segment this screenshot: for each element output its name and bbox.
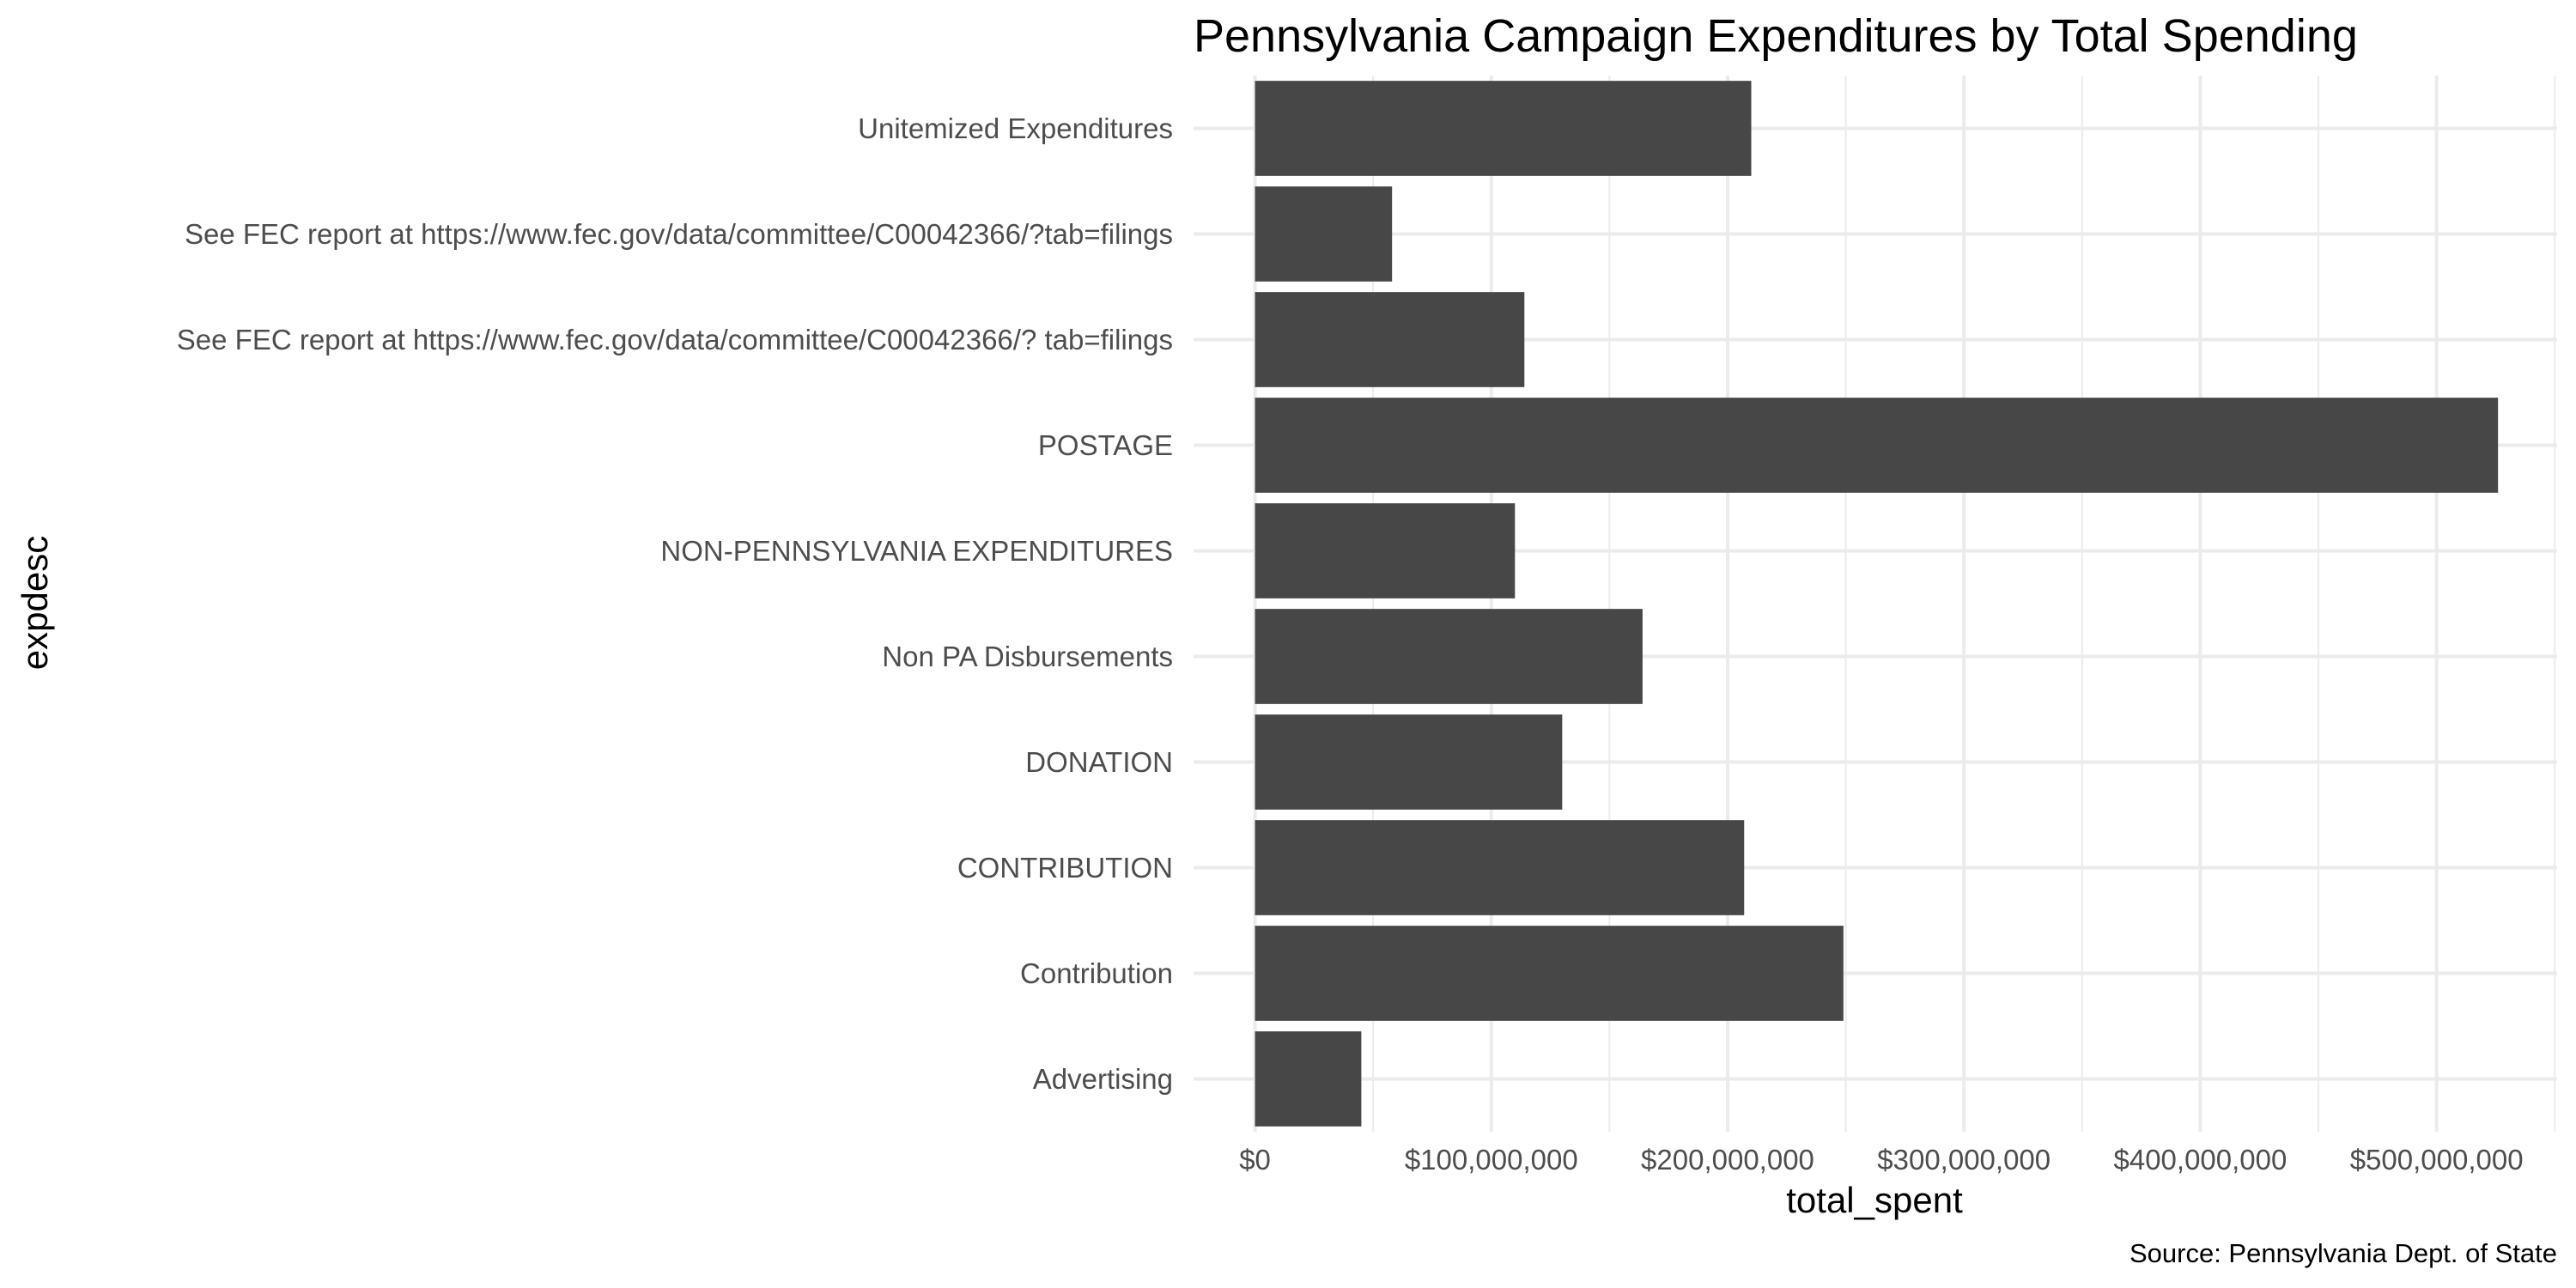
bar [1255, 1031, 1362, 1127]
y-tick-label: NON-PENNSYLVANIA EXPENDITURES [660, 535, 1173, 567]
x-tick-label: $500,000,000 [2350, 1144, 2524, 1176]
x-tick-label: $300,000,000 [1877, 1144, 2050, 1176]
bar [1255, 609, 1643, 704]
y-tick-label: See FEC report at https://www.fec.gov/da… [185, 218, 1173, 250]
bar [1255, 398, 2499, 493]
y-tick-label: POSTAGE [1038, 429, 1173, 461]
y-tick-label: See FEC report at https://www.fec.gov/da… [177, 324, 1173, 355]
x-tick-label: $0 [1239, 1144, 1271, 1176]
y-tick-label: CONTRIBUTION [957, 852, 1173, 884]
y-tick-label: Contribution [1020, 957, 1173, 989]
grid-layer [1194, 76, 2557, 1132]
x-axis-title: total_spent [1786, 1180, 1963, 1220]
y-axis-title: expdesc [15, 536, 55, 670]
y-tick-label: Unitemized Expenditures [858, 112, 1173, 144]
bar [1255, 186, 1393, 282]
bar [1255, 503, 1516, 598]
y-tick-label: DONATION [1025, 746, 1173, 778]
bar [1255, 81, 1752, 176]
y-tick-label: Advertising [1033, 1063, 1173, 1095]
x-tick-label: $400,000,000 [2113, 1144, 2287, 1176]
y-tick-label: Non PA Disbursements [882, 641, 1173, 672]
bar-layer [1255, 81, 2499, 1127]
y-axis-ticks: Advertising Contribution CONTRIBUTION DONAT… [177, 112, 1173, 1095]
bar [1255, 926, 1844, 1021]
bar [1255, 292, 1525, 387]
bar [1255, 820, 1745, 915]
chart-title: Pennsylvania Campaign Expenditures by To… [1194, 10, 2358, 62]
bar [1255, 714, 1563, 810]
x-tick-label: $100,000,000 [1405, 1144, 1578, 1176]
x-axis-ticks: $0 $100,000,000 $200,000,000 $300,000,000 $4… [1239, 1144, 2523, 1176]
source-caption: Source: Pennsylvania Dept. of State [2129, 1238, 2557, 1268]
x-tick-label: $200,000,000 [1641, 1144, 1814, 1176]
